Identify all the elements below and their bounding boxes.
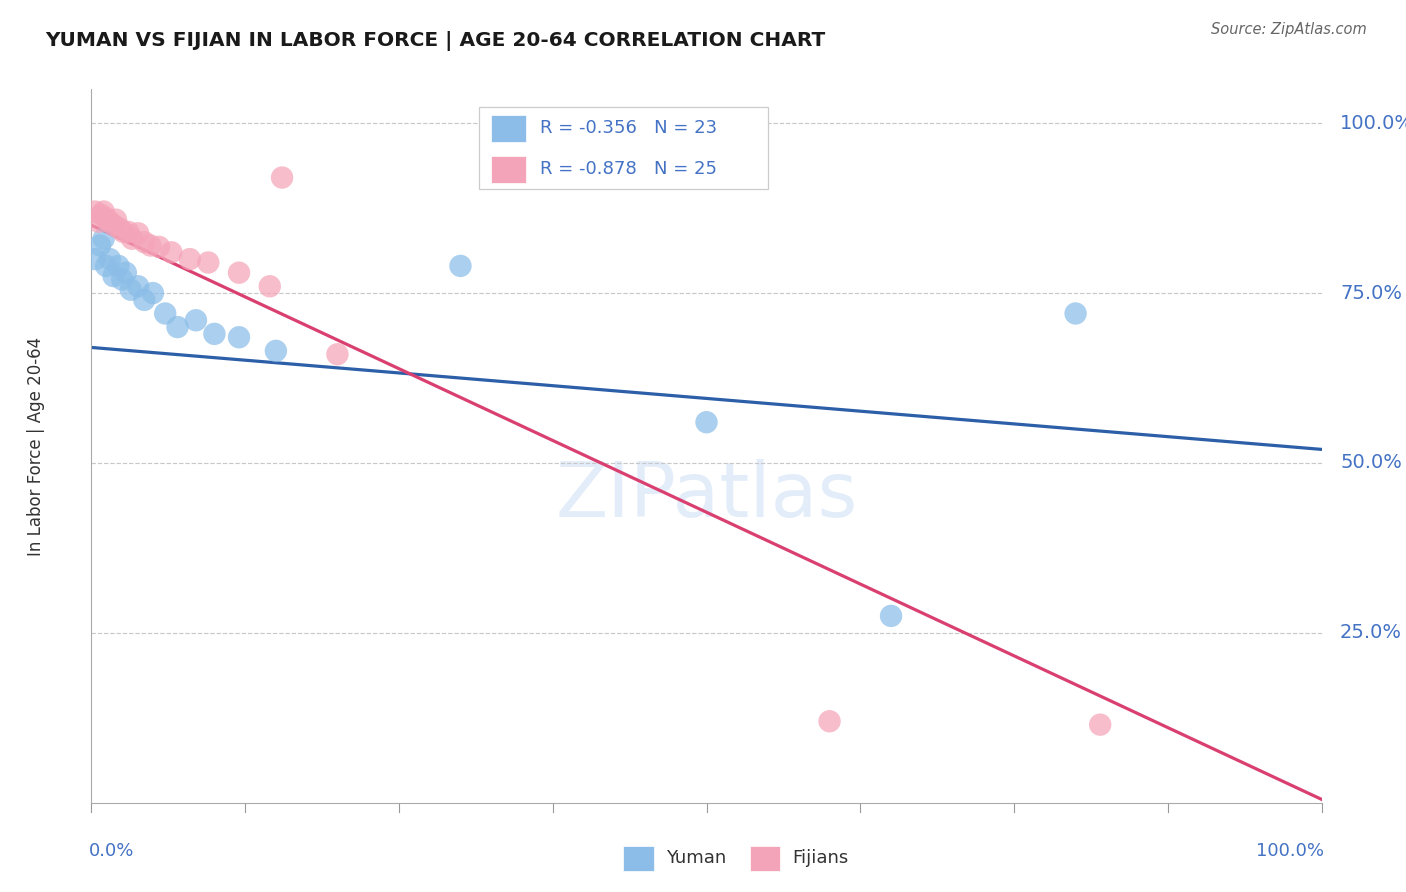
Point xyxy=(228,266,250,280)
Point xyxy=(111,272,134,286)
Point xyxy=(96,259,117,273)
Text: 25.0%: 25.0% xyxy=(1340,624,1402,642)
Text: Fijians: Fijians xyxy=(793,849,849,867)
Point xyxy=(271,170,294,185)
Text: YUMAN VS FIJIAN IN LABOR FORCE | AGE 20-64 CORRELATION CHART: YUMAN VS FIJIAN IN LABOR FORCE | AGE 20-… xyxy=(45,31,825,51)
Bar xyxy=(749,846,780,871)
Point xyxy=(103,218,125,232)
Point xyxy=(98,252,121,266)
Text: R = -0.356   N = 23: R = -0.356 N = 23 xyxy=(540,119,717,136)
Point xyxy=(148,240,170,254)
Point xyxy=(107,259,129,273)
Point xyxy=(1064,306,1087,320)
Text: 0.0%: 0.0% xyxy=(89,842,135,860)
Point xyxy=(84,204,107,219)
Point xyxy=(695,415,717,429)
Point xyxy=(134,293,156,307)
Point xyxy=(127,227,149,241)
Point xyxy=(127,279,149,293)
Text: R = -0.878   N = 25: R = -0.878 N = 25 xyxy=(540,160,717,178)
Point xyxy=(121,232,143,246)
Point xyxy=(179,252,201,266)
Point xyxy=(449,259,471,273)
Text: 100.0%: 100.0% xyxy=(1340,113,1406,133)
Point xyxy=(326,347,349,361)
Point xyxy=(818,714,841,729)
Point xyxy=(153,306,177,320)
Point xyxy=(264,343,287,358)
Point xyxy=(259,279,281,293)
Point xyxy=(105,212,127,227)
Point xyxy=(202,326,225,341)
Point xyxy=(93,232,115,246)
Text: ZIPatlas: ZIPatlas xyxy=(555,459,858,533)
Bar xyxy=(491,115,526,142)
Point xyxy=(134,235,156,249)
Point xyxy=(84,252,107,266)
Point xyxy=(228,330,250,344)
Point xyxy=(93,204,115,219)
Text: Yuman: Yuman xyxy=(666,849,725,867)
Point xyxy=(112,225,135,239)
Point xyxy=(139,238,162,252)
Point xyxy=(142,286,165,301)
Text: 100.0%: 100.0% xyxy=(1256,842,1324,860)
Point xyxy=(120,283,142,297)
Point xyxy=(160,245,183,260)
Point xyxy=(184,313,207,327)
FancyBboxPatch shape xyxy=(479,107,768,189)
Bar xyxy=(623,846,654,871)
Point xyxy=(87,215,110,229)
Point xyxy=(197,255,219,269)
Text: 50.0%: 50.0% xyxy=(1340,453,1402,473)
Point xyxy=(1088,717,1111,731)
Point xyxy=(103,269,125,284)
Point xyxy=(880,608,903,623)
Point xyxy=(114,266,138,280)
Text: In Labor Force | Age 20-64: In Labor Force | Age 20-64 xyxy=(27,336,45,556)
Text: 75.0%: 75.0% xyxy=(1340,284,1402,302)
Point xyxy=(98,215,121,229)
Point xyxy=(96,211,117,226)
Point xyxy=(89,238,111,252)
Point xyxy=(166,320,188,334)
Point xyxy=(117,225,139,239)
Point xyxy=(108,221,131,235)
Point xyxy=(90,208,112,222)
Text: Source: ZipAtlas.com: Source: ZipAtlas.com xyxy=(1211,22,1367,37)
Bar xyxy=(491,156,526,183)
